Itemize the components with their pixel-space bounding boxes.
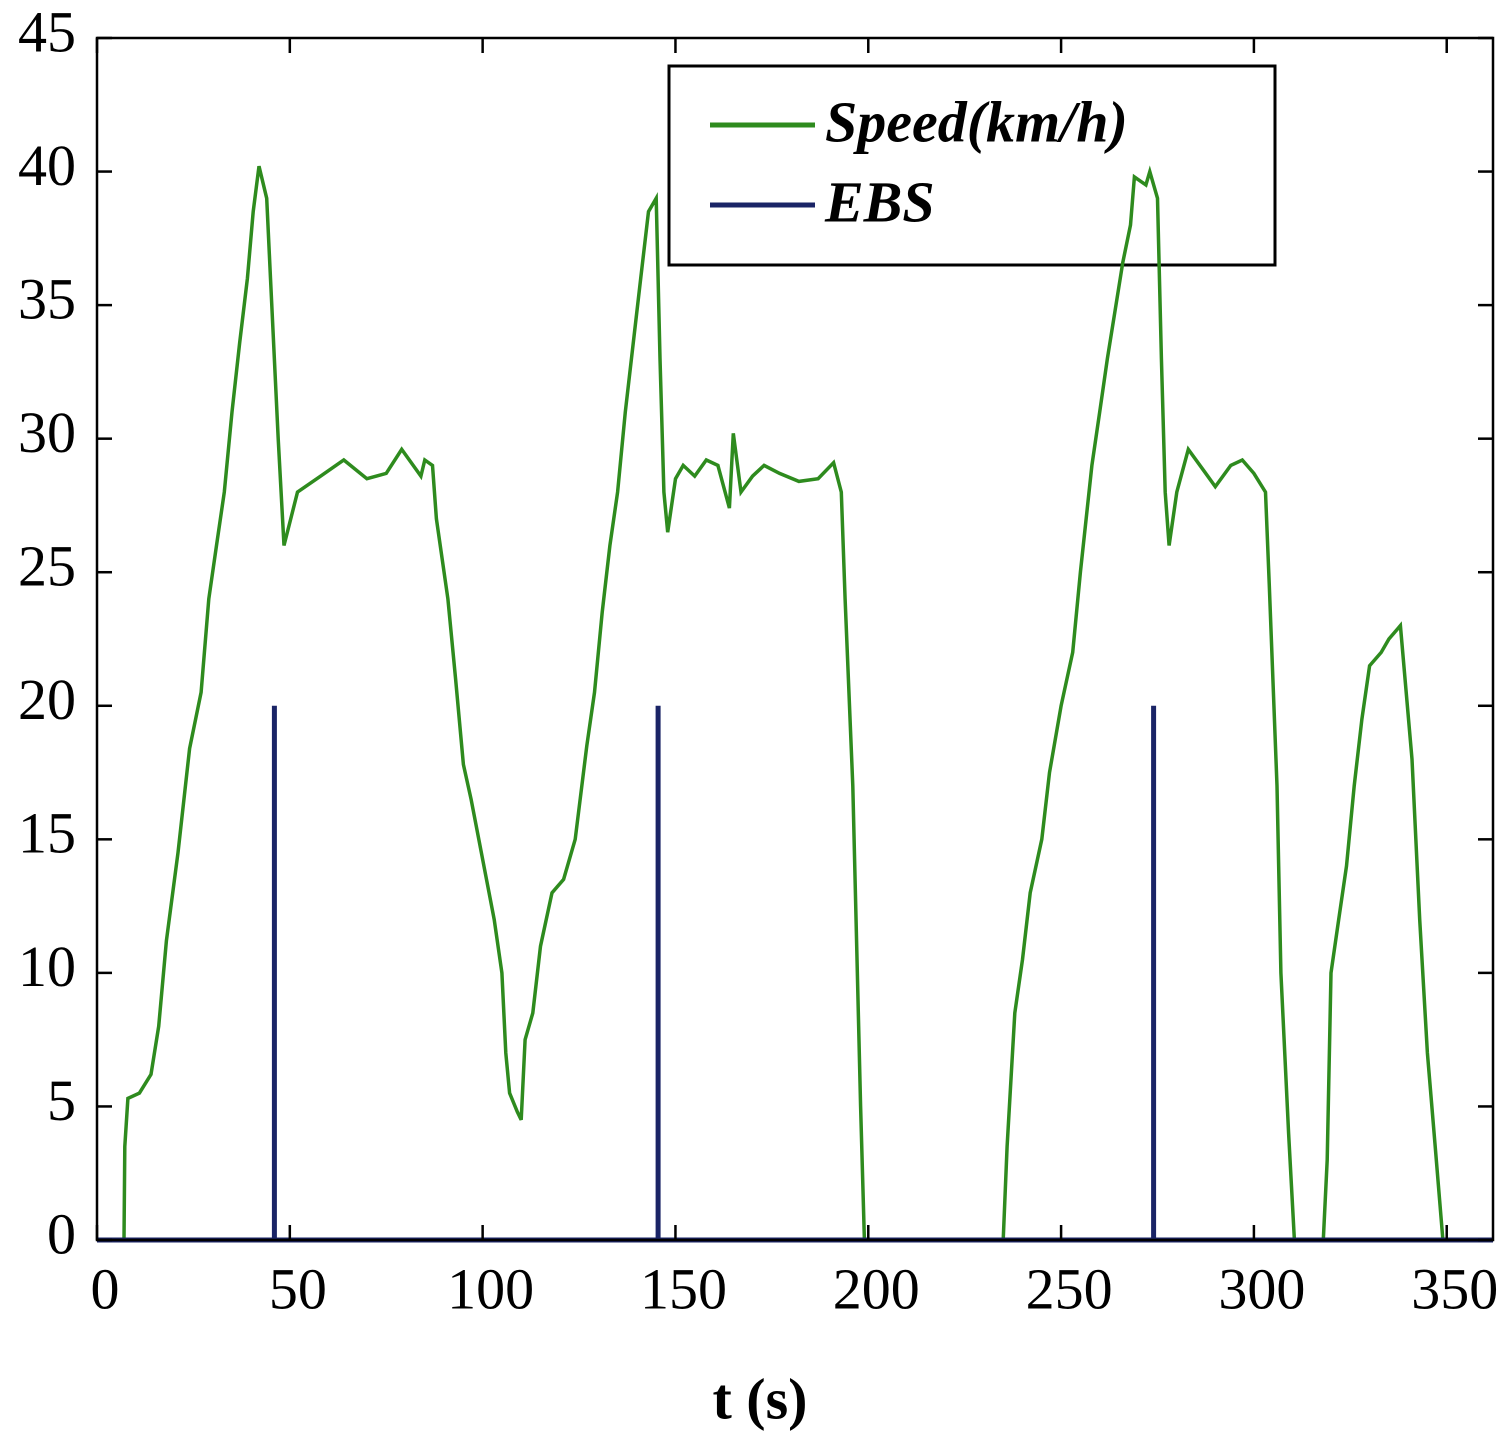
plot-frame: [95, 36, 1495, 1242]
y-tick-label: 20: [18, 667, 76, 732]
x-tick-label: 250: [1026, 1256, 1113, 1321]
y-tick-label: 5: [47, 1068, 76, 1133]
x-axis-label: t (s): [712, 1366, 807, 1431]
x-tick-label: 0: [91, 1256, 120, 1321]
x-tick-label: 50: [269, 1256, 327, 1321]
y-tick-label: 35: [18, 266, 76, 331]
y-tick-label: 15: [18, 801, 76, 866]
x-tick-label: 200: [833, 1256, 920, 1321]
series-line: [97, 705, 1493, 1243]
x-tick-label: 350: [1411, 1256, 1498, 1321]
x-tick-label: 150: [640, 1256, 727, 1321]
y-tick-label: 25: [18, 534, 76, 599]
y-tick-label: 10: [18, 934, 76, 999]
x-tick-label: 100: [447, 1256, 534, 1321]
legend-label: Speed(km/h): [825, 89, 1128, 154]
y-tick-label: 0: [47, 1201, 76, 1266]
series-line: [97, 165, 1445, 1242]
legend-box: [667, 64, 1277, 267]
legend-label: EBS: [824, 169, 935, 234]
x-tick-label: 300: [1218, 1256, 1305, 1321]
y-tick-label: 30: [18, 400, 76, 465]
y-tick-label: 45: [18, 0, 76, 64]
y-tick-label: 40: [18, 133, 76, 198]
